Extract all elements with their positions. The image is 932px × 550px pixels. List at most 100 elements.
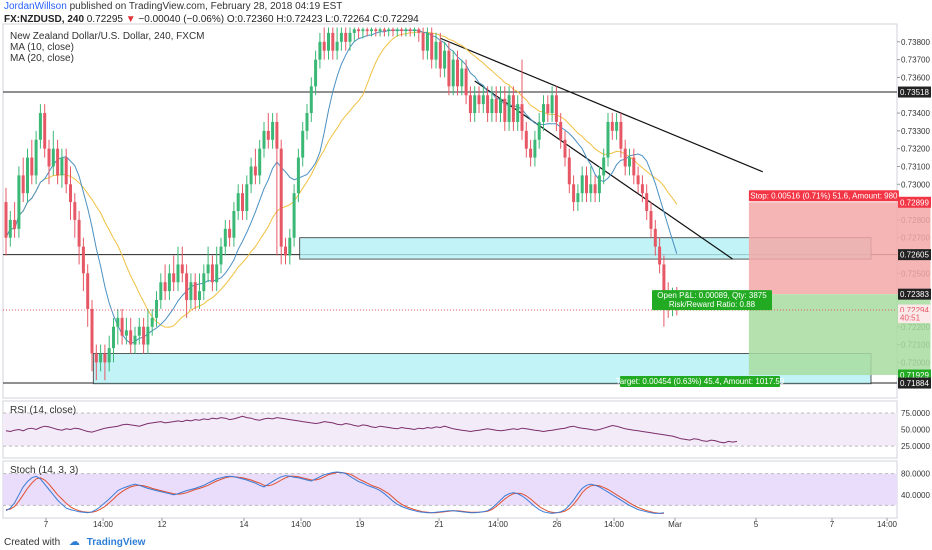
candle-body <box>318 41 322 60</box>
price-axis-label: 0.73100 <box>901 162 930 171</box>
candle-body <box>51 148 55 167</box>
candle-body <box>580 175 584 194</box>
candle-body <box>456 59 459 87</box>
candle-body <box>606 121 610 158</box>
symbol-label[interactable]: FX:NZDUSD, 240 <box>4 14 85 25</box>
candle-body <box>155 300 158 318</box>
candle-body <box>43 113 47 149</box>
candle-body <box>241 193 244 211</box>
candle-body <box>572 184 576 203</box>
time-axis-label: 26 <box>553 520 562 529</box>
target-label: Target: 0.00454 (0.63%) 45.4, Amount: 10… <box>616 377 785 386</box>
rsi-legend[interactable]: RSI (14, close) <box>10 405 77 416</box>
price-tag-box <box>898 369 931 381</box>
candle-body <box>623 148 627 167</box>
candle-body <box>8 219 12 238</box>
candle-body <box>133 335 137 345</box>
price-tag-label: 0.72899 <box>900 198 929 207</box>
candle-body <box>116 317 120 327</box>
candle-body <box>593 184 597 194</box>
ma20-line <box>5 31 678 328</box>
price-tag-label: 0.71929 <box>900 371 929 380</box>
time-axis-label: Mar <box>668 520 682 529</box>
candle-body <box>47 148 51 167</box>
candle-body <box>421 32 425 51</box>
candle-body <box>365 29 369 32</box>
candle-body <box>438 41 442 69</box>
time-axis-label: 14:00 <box>291 520 312 529</box>
time-axis-label: 14:00 <box>604 520 625 529</box>
candle-body <box>90 308 94 354</box>
candle-body <box>387 29 391 32</box>
published-text: published on TradingView.com, February 2… <box>69 1 343 12</box>
candle-body <box>610 121 614 131</box>
price-axis-label: 0.73200 <box>901 145 930 154</box>
time-axis-label: 7 <box>830 520 835 529</box>
candle-body <box>185 273 189 301</box>
candle-body <box>150 317 154 327</box>
tradingview-brand[interactable]: TradingView <box>86 537 146 548</box>
candle-body <box>13 219 17 229</box>
candle-body <box>503 98 507 122</box>
time-axis-label: 14:00 <box>488 520 509 529</box>
price-tag-box <box>898 377 931 389</box>
candle-body <box>258 148 262 176</box>
candle-body <box>425 32 429 51</box>
candle-body <box>658 246 662 265</box>
candle-body <box>206 264 210 274</box>
candle-body <box>288 237 292 256</box>
candle-body <box>524 130 528 149</box>
target-label-box <box>620 376 780 388</box>
close-label: C: <box>372 14 383 25</box>
candle-body <box>64 157 68 185</box>
ma20-legend[interactable]: MA (20, close) <box>10 53 74 64</box>
candle-body <box>408 29 412 32</box>
candle-body <box>576 193 580 203</box>
candle-body <box>550 95 554 114</box>
candle-body <box>279 148 283 247</box>
time-axis-label: 14:00 <box>877 520 898 529</box>
candle-body <box>99 353 103 363</box>
candle-body <box>339 32 343 42</box>
price-tag-label: 0.72383 <box>900 290 929 299</box>
candle-body <box>460 68 464 87</box>
price-tag-box <box>898 249 931 261</box>
open-label: O: <box>226 14 238 25</box>
stoch-d-line <box>5 472 664 514</box>
candle-body <box>413 29 416 32</box>
candle-body <box>391 29 395 32</box>
candle-body <box>395 29 399 32</box>
candle-body <box>640 184 644 194</box>
time-axis-label: 12 <box>158 520 167 529</box>
candle-body <box>26 157 29 194</box>
candle-body <box>275 121 279 149</box>
candle-body <box>542 104 545 122</box>
ma10-legend[interactable]: MA (10, close) <box>10 42 74 53</box>
low-value: 0.72264 <box>333 14 370 25</box>
stoch-k-line <box>5 471 664 514</box>
candle-body <box>628 157 631 167</box>
candle-body <box>219 246 223 265</box>
candle-body <box>400 29 404 32</box>
high-value: 0.72423 <box>286 14 323 25</box>
candle-body <box>382 29 386 32</box>
rsi-axis-label: 75.0000 <box>901 409 930 418</box>
candle-body <box>529 148 533 158</box>
candle-body <box>443 50 447 69</box>
candle-body <box>486 95 490 114</box>
candle-body <box>292 193 296 238</box>
candle-body <box>94 353 98 363</box>
candle-body <box>103 353 107 363</box>
price-change: −0.00040 (−0.06%) <box>138 14 225 25</box>
author-link[interactable]: JordanWillson <box>4 1 67 12</box>
candle-body <box>284 246 287 256</box>
stoch-legend[interactable]: Stoch (14, 3, 3) <box>10 465 79 476</box>
candle-body <box>559 121 563 140</box>
candle-body <box>309 86 313 114</box>
price-tag-label: 0.72605 <box>900 251 929 260</box>
candle-body <box>159 282 163 301</box>
candle-body <box>249 166 253 185</box>
candle-body <box>378 29 382 32</box>
candle-body <box>86 273 90 309</box>
